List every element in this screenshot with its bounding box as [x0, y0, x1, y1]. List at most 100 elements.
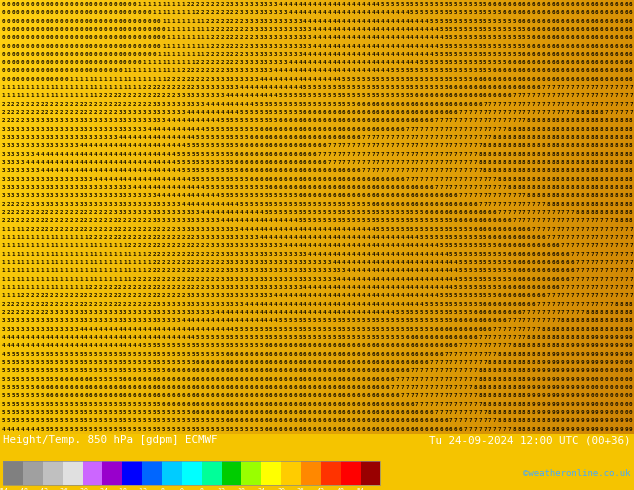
Text: 1: 1 — [30, 269, 34, 273]
Text: 0: 0 — [113, 2, 117, 7]
Text: 6: 6 — [313, 160, 316, 165]
Text: 5: 5 — [250, 202, 253, 207]
Text: 6: 6 — [420, 194, 424, 198]
Text: 6: 6 — [498, 235, 501, 240]
Text: 6: 6 — [522, 227, 526, 232]
Text: 3: 3 — [16, 177, 20, 182]
Text: 5: 5 — [147, 352, 151, 357]
Text: 0: 0 — [26, 10, 29, 15]
Text: 5: 5 — [425, 10, 428, 15]
Text: 4: 4 — [410, 244, 413, 248]
Text: 4: 4 — [391, 52, 394, 57]
Text: 4: 4 — [216, 318, 219, 323]
Text: 6: 6 — [162, 393, 165, 398]
Text: 6: 6 — [527, 235, 531, 240]
Text: 4: 4 — [410, 235, 413, 240]
Text: 7: 7 — [396, 160, 399, 165]
Text: 3: 3 — [143, 110, 146, 115]
Text: 5: 5 — [366, 202, 370, 207]
Text: 8: 8 — [498, 169, 501, 173]
Text: 4: 4 — [108, 177, 112, 182]
Text: 6: 6 — [264, 144, 268, 148]
Text: 6: 6 — [342, 402, 346, 407]
Text: 5: 5 — [386, 227, 389, 232]
Text: 6: 6 — [405, 202, 409, 207]
Text: 9: 9 — [556, 352, 560, 357]
Text: 6: 6 — [298, 144, 302, 148]
Text: 6: 6 — [469, 202, 472, 207]
Text: 24: 24 — [257, 488, 265, 490]
Text: 8: 8 — [536, 135, 540, 140]
Text: 8: 8 — [600, 160, 604, 165]
Text: 2: 2 — [138, 294, 141, 298]
Text: 8: 8 — [536, 194, 540, 198]
Text: 6: 6 — [337, 360, 340, 365]
Text: 7: 7 — [444, 393, 448, 398]
Text: 6: 6 — [206, 377, 209, 382]
Text: 5: 5 — [210, 144, 214, 148]
Text: 2: 2 — [210, 44, 214, 49]
Text: 5: 5 — [133, 402, 136, 407]
Text: 5: 5 — [430, 19, 433, 24]
Text: 7: 7 — [420, 144, 424, 148]
Text: 6: 6 — [279, 185, 282, 190]
Text: 5: 5 — [449, 244, 453, 248]
Text: 1: 1 — [30, 277, 34, 282]
Text: 3: 3 — [283, 44, 287, 49]
Text: 1: 1 — [30, 260, 34, 265]
Text: 0: 0 — [89, 19, 93, 24]
Text: 5: 5 — [396, 227, 399, 232]
Text: 9: 9 — [605, 410, 608, 415]
Text: 4: 4 — [420, 269, 424, 273]
Text: 3: 3 — [254, 10, 258, 15]
Text: 6: 6 — [512, 10, 516, 15]
Text: 8: 8 — [576, 160, 579, 165]
Text: 6: 6 — [298, 402, 302, 407]
Text: 6: 6 — [610, 2, 613, 7]
Text: 5: 5 — [308, 85, 311, 90]
Text: 7: 7 — [332, 144, 336, 148]
Text: 5: 5 — [118, 377, 122, 382]
Text: 5: 5 — [361, 210, 365, 215]
Text: 2: 2 — [118, 219, 122, 223]
Text: 6: 6 — [512, 235, 516, 240]
Text: 7: 7 — [430, 360, 433, 365]
Text: 7: 7 — [415, 393, 418, 398]
Text: 5: 5 — [503, 27, 506, 32]
Text: 4: 4 — [294, 244, 297, 248]
Text: 5: 5 — [245, 119, 248, 123]
Text: 4: 4 — [454, 260, 457, 265]
Text: 5: 5 — [279, 210, 282, 215]
Text: 7: 7 — [478, 427, 482, 432]
Text: 6: 6 — [313, 418, 316, 423]
Text: 7: 7 — [478, 202, 482, 207]
Text: 8: 8 — [507, 393, 511, 398]
Text: 6: 6 — [381, 410, 384, 415]
Text: 6: 6 — [361, 418, 365, 423]
Text: 6: 6 — [123, 393, 127, 398]
Text: 4: 4 — [347, 260, 351, 265]
Text: 4: 4 — [327, 44, 331, 49]
Text: 4: 4 — [177, 177, 180, 182]
Text: 5: 5 — [420, 235, 424, 240]
Text: 4: 4 — [391, 302, 394, 307]
Text: 9: 9 — [624, 335, 628, 340]
Text: 3: 3 — [138, 194, 141, 198]
Text: 2: 2 — [230, 10, 233, 15]
Text: 2: 2 — [221, 44, 224, 49]
Text: 5: 5 — [283, 194, 287, 198]
Text: 3: 3 — [60, 202, 63, 207]
Text: 5: 5 — [50, 352, 54, 357]
Text: 4: 4 — [162, 127, 165, 132]
Text: 3: 3 — [235, 244, 238, 248]
Text: 4: 4 — [172, 144, 175, 148]
Text: 5: 5 — [103, 402, 107, 407]
Text: 7: 7 — [474, 135, 477, 140]
Text: 2: 2 — [89, 227, 93, 232]
Text: 5: 5 — [221, 335, 224, 340]
Text: 1: 1 — [70, 252, 73, 257]
Text: 8: 8 — [522, 402, 526, 407]
Text: 5: 5 — [459, 310, 462, 315]
Text: 5: 5 — [469, 277, 472, 282]
Text: 2: 2 — [118, 102, 122, 107]
